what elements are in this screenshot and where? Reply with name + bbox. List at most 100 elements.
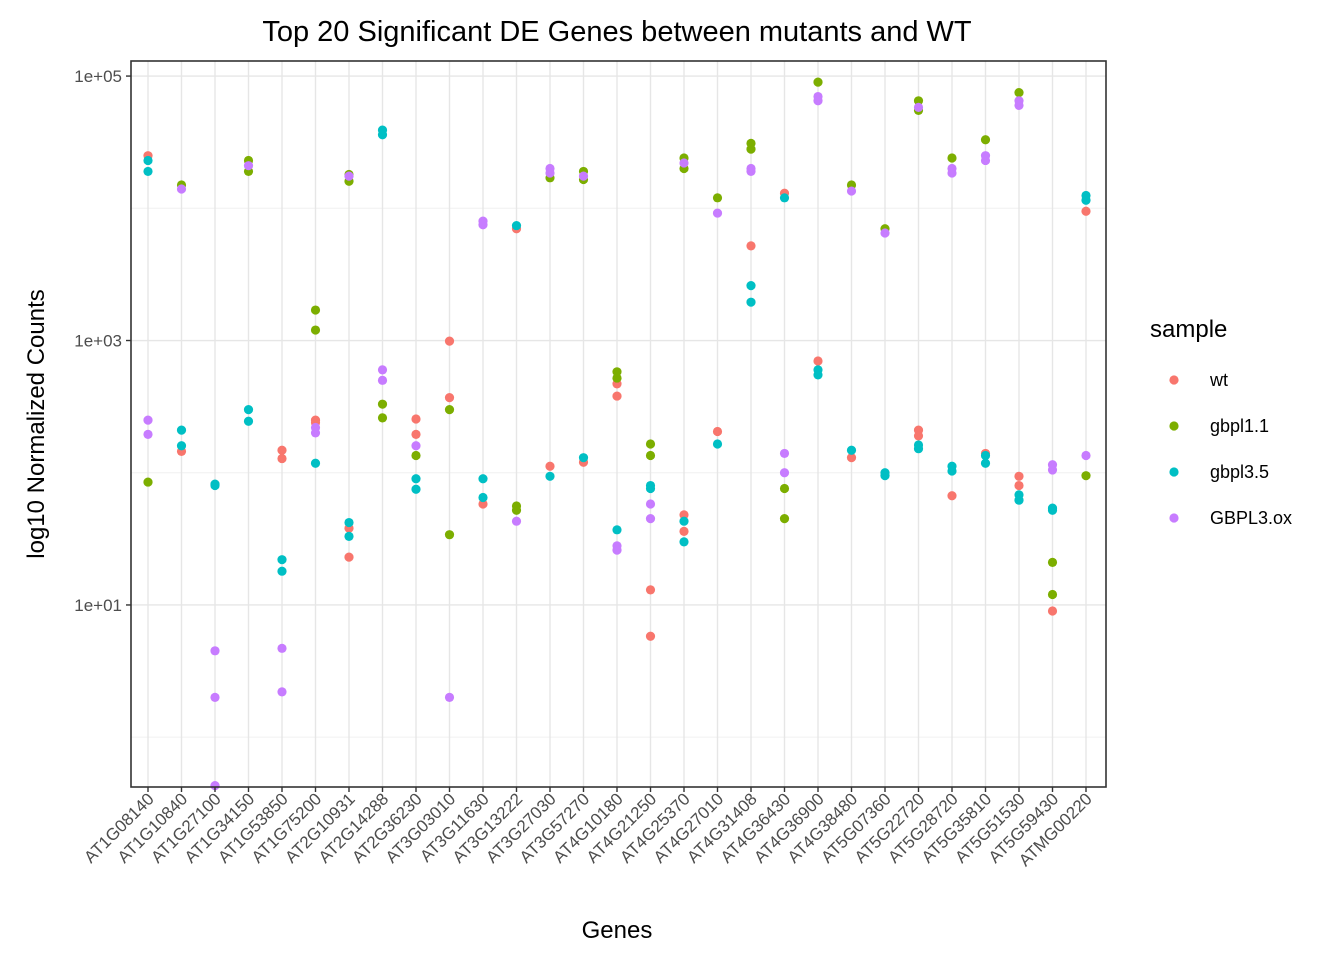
data-point <box>645 439 656 449</box>
legend-label: wt <box>1209 370 1228 390</box>
data-point <box>947 168 957 178</box>
data-point <box>143 155 153 166</box>
data-point <box>746 241 756 251</box>
data-point <box>913 444 924 454</box>
data-point <box>645 513 656 524</box>
data-point <box>746 281 756 291</box>
data-point <box>210 692 220 702</box>
data-point <box>310 458 321 468</box>
data-point <box>645 499 656 509</box>
data-point <box>1081 471 1091 481</box>
data-point <box>478 492 488 503</box>
data-point <box>143 166 153 177</box>
data-point <box>444 405 455 415</box>
data-point <box>612 391 622 401</box>
data-point <box>947 466 957 476</box>
data-point <box>612 545 622 555</box>
data-point <box>1014 480 1024 491</box>
data-point <box>444 692 455 702</box>
data-point <box>344 171 354 181</box>
data-point <box>779 483 790 494</box>
data-point <box>913 96 924 106</box>
legend-title: sample <box>1150 316 1227 343</box>
data-point <box>143 415 153 425</box>
y-tick-label: 1e+01 <box>74 596 122 615</box>
data-point <box>444 530 455 540</box>
data-point <box>511 505 522 515</box>
data-point <box>377 130 388 140</box>
data-point <box>277 445 287 455</box>
data-point <box>444 336 455 346</box>
data-point <box>344 552 354 562</box>
data-point <box>411 450 421 461</box>
data-point <box>511 220 522 231</box>
data-point <box>913 102 924 112</box>
data-point <box>411 474 421 484</box>
plot-panel <box>131 61 1106 787</box>
data-point <box>846 453 857 463</box>
data-point <box>377 413 388 423</box>
data-point <box>478 220 488 230</box>
data-point <box>1047 606 1058 616</box>
data-point <box>645 631 656 641</box>
data-point <box>176 441 187 451</box>
legend-key <box>1169 375 1179 385</box>
legend-key <box>1169 513 1179 523</box>
x-axis-title: Genes <box>582 917 653 944</box>
legend-key <box>1169 467 1179 477</box>
data-point <box>545 461 555 471</box>
data-point <box>277 555 287 565</box>
data-point <box>277 453 287 464</box>
data-point <box>712 439 723 449</box>
data-point <box>880 228 890 238</box>
legend-label: gbpl1.1 <box>1210 416 1269 436</box>
data-point <box>411 429 421 439</box>
data-point <box>612 525 622 535</box>
data-point <box>1047 557 1058 567</box>
data-point <box>143 477 153 487</box>
legend: sample wt gbpl1.1 gbpl3.5 GBPL3.ox <box>1150 316 1292 528</box>
y-tick-label: 1e+03 <box>74 332 122 351</box>
data-point <box>913 431 924 441</box>
data-point <box>578 453 589 463</box>
data-point <box>679 526 689 537</box>
y-axis-title: log10 Normalized Counts <box>23 289 50 558</box>
data-point <box>377 375 388 385</box>
data-point <box>846 445 857 455</box>
y-tick-label: 1e+05 <box>74 67 122 86</box>
data-point <box>176 425 187 435</box>
data-point <box>779 448 790 459</box>
data-point <box>980 458 991 468</box>
data-point <box>679 158 689 168</box>
data-point <box>411 441 421 451</box>
data-point <box>813 96 823 106</box>
data-point <box>143 429 153 439</box>
data-point <box>377 365 388 375</box>
data-point <box>411 484 421 494</box>
data-point <box>1047 589 1058 600</box>
data-point <box>511 516 522 526</box>
plot-border <box>130 60 1107 788</box>
data-point <box>980 135 991 145</box>
y-axis: 1e+01 1e+03 1e+05 <box>74 67 131 615</box>
data-point <box>746 297 756 307</box>
data-point <box>411 414 421 424</box>
data-point <box>980 155 991 166</box>
data-point <box>1014 100 1024 110</box>
data-point <box>1081 450 1091 461</box>
data-point <box>243 416 254 426</box>
data-point <box>679 516 689 526</box>
data-point <box>478 474 488 484</box>
data-point <box>880 471 890 481</box>
data-point <box>344 517 354 528</box>
data-point <box>779 193 790 203</box>
data-point <box>1014 495 1024 505</box>
data-point <box>1014 87 1024 98</box>
data-point <box>712 426 723 437</box>
data-point <box>712 193 723 203</box>
data-point <box>679 537 689 547</box>
data-point <box>980 450 991 461</box>
data-point <box>645 483 656 494</box>
data-point <box>712 208 723 218</box>
